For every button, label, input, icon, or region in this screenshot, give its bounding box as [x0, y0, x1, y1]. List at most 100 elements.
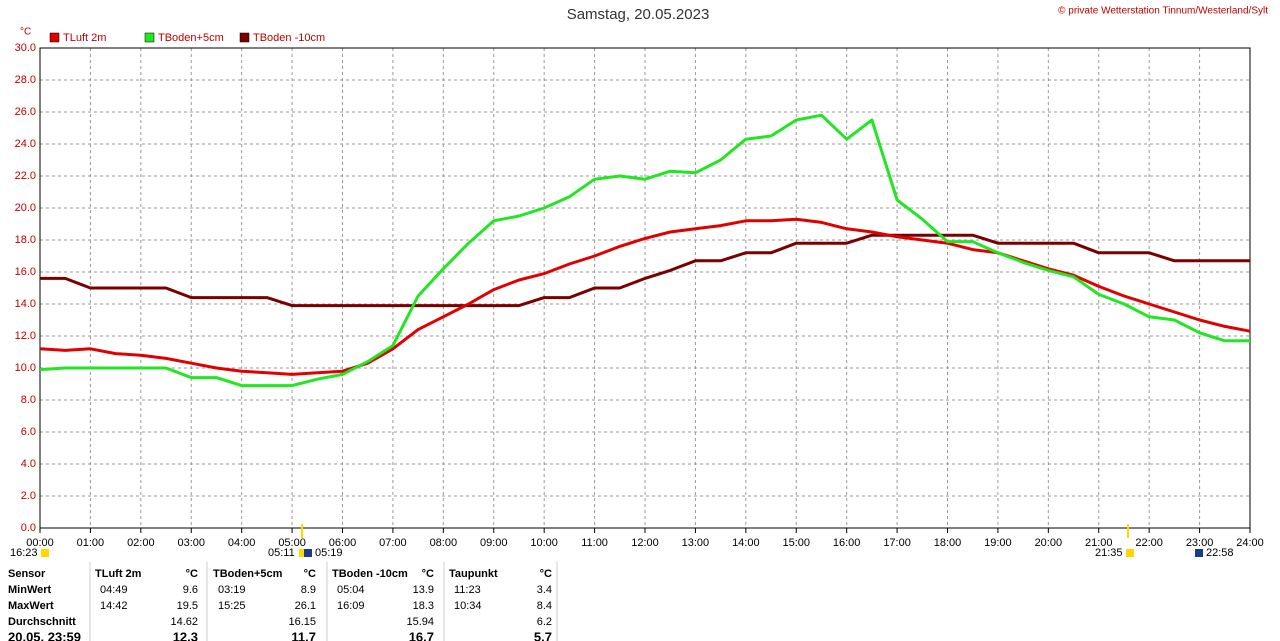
chart-title: Samstag, 20.05.2023 — [567, 6, 710, 23]
table-cell: 3.4 — [537, 584, 552, 596]
table-cell: 9.6 — [183, 584, 198, 596]
x-tick-label: 18:00 — [934, 537, 962, 549]
table-cell: 03:19 — [218, 584, 246, 596]
x-tick-label: 17:00 — [883, 537, 911, 549]
y-tick-label: 2.0 — [21, 490, 36, 502]
marker-icon — [41, 549, 49, 557]
x-tick-label: 07:00 — [379, 537, 407, 549]
table-cell: 18.3 — [413, 600, 434, 612]
x-tick-label: 06:00 — [329, 537, 357, 549]
x-tick-label: 22:00 — [1135, 537, 1163, 549]
x-tick-label: 05:00 — [278, 537, 306, 549]
x-tick-label: 19:00 — [984, 537, 1012, 549]
table-cell: °C — [422, 568, 434, 580]
y-tick-label: 6.0 — [21, 426, 36, 438]
x-tick-label: 24:00 — [1236, 537, 1264, 549]
table-cell: TBoden+5cm — [213, 568, 283, 580]
table-cell: MinWert — [8, 584, 52, 596]
table-cell: 10:34 — [454, 600, 482, 612]
y-tick-label: 14.0 — [15, 298, 36, 310]
y-tick-label: 18.0 — [15, 234, 36, 246]
y-tick-label: 26.0 — [15, 106, 36, 118]
table-cell: 05:04 — [337, 584, 365, 596]
y-tick-label: 12.0 — [15, 330, 36, 342]
legend-swatch — [49, 32, 60, 43]
x-tick-label: 12:00 — [631, 537, 659, 549]
marker-icon — [1126, 549, 1134, 557]
table-cell: °C — [304, 568, 316, 580]
table-cell: 14:42 — [100, 600, 128, 612]
table-cell: 20.05. 23:59 — [8, 629, 81, 641]
table-cell: 15:25 — [218, 600, 246, 612]
legend-swatch — [239, 32, 250, 43]
x-tick-label: 13:00 — [682, 537, 710, 549]
marker-icon — [304, 549, 312, 557]
time-marker: 05:11 — [268, 547, 295, 559]
table-cell: Sensor — [8, 568, 46, 580]
table-cell: °C — [186, 568, 198, 580]
x-tick-label: 08:00 — [430, 537, 458, 549]
y-tick-label: 8.0 — [21, 394, 36, 406]
y-tick-label: 20.0 — [15, 202, 36, 214]
table-cell: °C — [540, 568, 552, 580]
time-marker: 22:58 — [1206, 547, 1234, 559]
table-cell: 14.62 — [170, 616, 198, 628]
table-cell: 19.5 — [177, 600, 198, 612]
table-cell: 6.2 — [537, 616, 552, 628]
y-axis-unit: °C — [20, 27, 31, 38]
table-cell: 8.9 — [301, 584, 316, 596]
marker-icon — [299, 549, 307, 557]
table-cell: Taupunkt — [449, 568, 498, 580]
table-cell: TLuft 2m — [95, 568, 142, 580]
legend-swatch — [144, 32, 155, 43]
y-tick-label: 0.0 — [21, 522, 36, 534]
x-tick-label: 09:00 — [480, 537, 508, 549]
table-cell: 26.1 — [295, 600, 316, 612]
y-tick-label: 4.0 — [21, 458, 36, 470]
x-tick-label: 02:00 — [127, 537, 155, 549]
x-tick-label: 15:00 — [782, 537, 810, 549]
x-tick-label: 00:00 — [26, 537, 54, 549]
plot-border — [39, 47, 1251, 529]
table-cell: 12.3 — [173, 629, 198, 641]
time-marker: 05:19 — [315, 547, 343, 559]
series-line — [39, 113, 1250, 388]
table-cell: 8.4 — [537, 600, 552, 612]
table-cell: Durchschnitt — [8, 616, 76, 628]
y-tick-label: 10.0 — [15, 362, 36, 374]
x-tick-label: 11:00 — [581, 537, 608, 549]
x-tick-label: 16:00 — [833, 537, 861, 549]
x-tick-label: 14:00 — [732, 537, 760, 549]
copyright: © private Wetterstation Tinnum/Westerlan… — [1058, 6, 1268, 17]
y-tick-label: 28.0 — [15, 74, 36, 86]
table-cell: 04:49 — [100, 584, 128, 596]
y-tick-label: 22.0 — [15, 170, 36, 182]
y-tick-label: 24.0 — [15, 138, 36, 150]
marker-icon — [1195, 549, 1203, 557]
x-tick-label: 03:00 — [177, 537, 205, 549]
legend-label: TBoden -10cm — [253, 32, 325, 44]
y-tick-label: 16.0 — [15, 266, 36, 278]
legend-label: TLuft 2m — [63, 32, 106, 44]
x-tick-label: 01:00 — [77, 537, 105, 549]
series-line — [40, 233, 1250, 308]
time-marker: 16:23 — [10, 547, 38, 559]
table-cell: 16.15 — [288, 616, 316, 628]
table-cell: 13.9 — [413, 584, 434, 596]
x-tick-label: 10:00 — [530, 537, 558, 549]
series-line — [39, 217, 1251, 376]
table-cell: 11:23 — [454, 584, 481, 596]
table-cell: 16:09 — [337, 600, 365, 612]
time-marker: 21:35 — [1095, 547, 1123, 559]
table-cell: 15.94 — [406, 616, 434, 628]
x-tick-label: 20:00 — [1035, 537, 1063, 549]
x-tick-label: 04:00 — [228, 537, 256, 549]
x-tick-label: 21:00 — [1085, 537, 1113, 549]
table-cell: TBoden -10cm — [332, 568, 408, 580]
legend-label: TBoden+5cm — [158, 32, 224, 44]
table-cell: 11.7 — [291, 629, 316, 641]
table-cell: 16.7 — [409, 629, 434, 641]
table-cell: MaxWert — [8, 600, 54, 612]
